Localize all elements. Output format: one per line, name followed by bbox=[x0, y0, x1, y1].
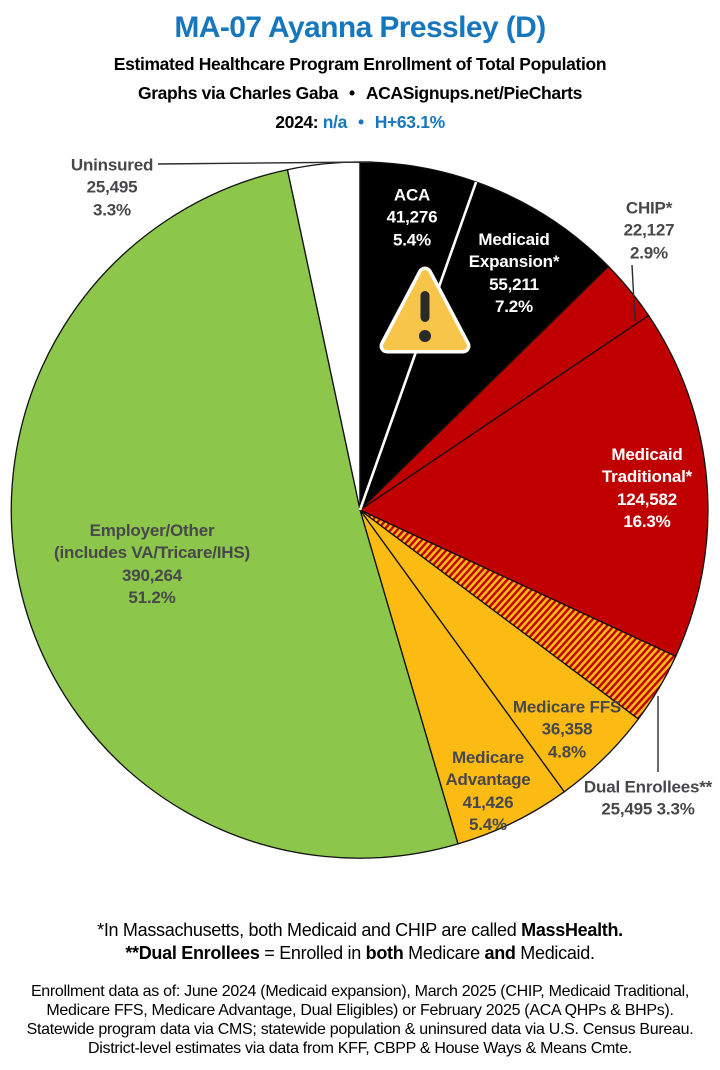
slice-name: CHIP* bbox=[625, 198, 673, 218]
slice-value: 390,264 bbox=[121, 566, 183, 585]
slice-name: Medicare FFS bbox=[512, 697, 622, 717]
slice-name: Medicaid bbox=[478, 230, 550, 250]
page-title: MA-07 Ayanna Pressley (D) bbox=[174, 11, 546, 44]
slice-pct: 51.2% bbox=[128, 588, 176, 608]
slice-name: Medicare bbox=[451, 748, 525, 768]
data-note-line: Enrollment data as of: June 2024 (Medica… bbox=[30, 983, 690, 1000]
slice-name: Uninsured bbox=[70, 155, 154, 175]
slice-value: 25,495 bbox=[86, 177, 138, 197]
label-dual-enrollees: Dual Enrollees** 25,495 3.3% bbox=[584, 777, 712, 822]
slice-value: 25,495 bbox=[601, 800, 653, 819]
data-note-line: Medicare FFS, Medicare Advantage, Dual E… bbox=[46, 1002, 674, 1019]
slice-pct: 3.3% bbox=[656, 800, 695, 819]
slice-name: Traditional* bbox=[601, 467, 693, 487]
byline-site: ACASignups.net/PieCharts bbox=[365, 83, 583, 103]
year-line: 2024: n/a • H+63.1% bbox=[0, 112, 720, 133]
data-sources-note: Enrollment data as of: June 2024 (Medica… bbox=[0, 982, 720, 1058]
data-note-line: Statewide program data via CMS; statewid… bbox=[26, 1021, 694, 1038]
header: MA-07 Ayanna Pressley (D) Estimated Heal… bbox=[0, 0, 720, 133]
slice-pct: 5.4% bbox=[393, 230, 431, 250]
slice-name: Employer/Other bbox=[89, 521, 215, 541]
label-medicare-advantage: Medicare Advantage 41,426 5.4% bbox=[445, 747, 530, 837]
label-medicaid-traditional: Medicaid Traditional* 124,582 16.3% bbox=[602, 444, 692, 534]
leader-line-chip bbox=[631, 264, 636, 322]
leader-line-uninsured bbox=[157, 161, 373, 165]
data-note-line: District-level estimates via data from K… bbox=[88, 1040, 632, 1057]
label-medicare-ffs: Medicare FFS 36,358 4.8% bbox=[513, 696, 621, 763]
slice-value: 41,276 bbox=[386, 207, 438, 227]
slice-name: ACA bbox=[393, 185, 431, 205]
partisan-lean: H+63.1% bbox=[374, 112, 445, 132]
footnote-masshealth: *In Massachusetts, both Medicaid and CHI… bbox=[97, 920, 623, 940]
pie-svg bbox=[10, 161, 709, 859]
warning-icon bbox=[379, 266, 471, 354]
year-value: n/a bbox=[322, 112, 348, 132]
year-label: 2024: bbox=[275, 112, 319, 132]
slice-name: Dual Enrollees** bbox=[583, 777, 713, 797]
slice-value: 124,582 bbox=[616, 490, 678, 509]
slice-name: Medicaid bbox=[611, 445, 683, 465]
slice-pct: 3.3% bbox=[93, 200, 131, 220]
label-aca: ACA 41,276 5.4% bbox=[387, 184, 438, 251]
slice-pct: 4.8% bbox=[548, 742, 586, 762]
slice-name: (includes VA/Tricare/IHS) bbox=[54, 543, 250, 563]
label-medicaid-expansion: Medicaid Expansion* 55,211 7.2% bbox=[469, 229, 560, 319]
slice-value: 55,211 bbox=[489, 275, 539, 294]
footnote-dual-enrollees: **Dual Enrollees = Enrolled in both Medi… bbox=[125, 943, 595, 963]
slice-pct: 5.4% bbox=[469, 815, 507, 835]
bullet-separator: • bbox=[357, 112, 364, 132]
slice-value: 36,358 bbox=[541, 719, 593, 739]
label-chip: CHIP* 22,127 2.9% bbox=[624, 197, 675, 264]
slice-name: Advantage bbox=[445, 770, 531, 790]
slice-pct: 7.2% bbox=[495, 297, 533, 317]
slice-value: 22,127 bbox=[623, 220, 675, 240]
label-uninsured: Uninsured 25,495 3.3% bbox=[71, 154, 153, 221]
byline-author: Graphs via Charles Gaba bbox=[137, 83, 339, 103]
slice-pct: 2.9% bbox=[630, 243, 668, 263]
slice-value: 41,426 bbox=[462, 793, 514, 812]
slice-name: Expansion* bbox=[468, 252, 560, 272]
pie-slices bbox=[10, 161, 709, 859]
pie-slice-employer-other-includes-va-tricare-ihs bbox=[10, 168, 459, 859]
footer: *In Massachusetts, both Medicaid and CHI… bbox=[0, 919, 720, 1058]
pie-slice-medicaid-expansion bbox=[359, 181, 610, 511]
slice-pct: 16.3% bbox=[623, 512, 671, 532]
label-employer-other: Employer/Other (includes VA/Tricare/IHS)… bbox=[54, 520, 250, 610]
subtitle: Estimated Healthcare Program Enrollment … bbox=[113, 54, 607, 74]
bullet-separator: • bbox=[349, 83, 355, 103]
byline: Graphs via Charles Gaba • ACASignups.net/P… bbox=[0, 83, 720, 104]
pie-slice-medicaid-traditional bbox=[358, 314, 709, 658]
pie-chart: Uninsured 25,495 3.3% ACA 41,276 5.4% Me… bbox=[0, 140, 720, 870]
